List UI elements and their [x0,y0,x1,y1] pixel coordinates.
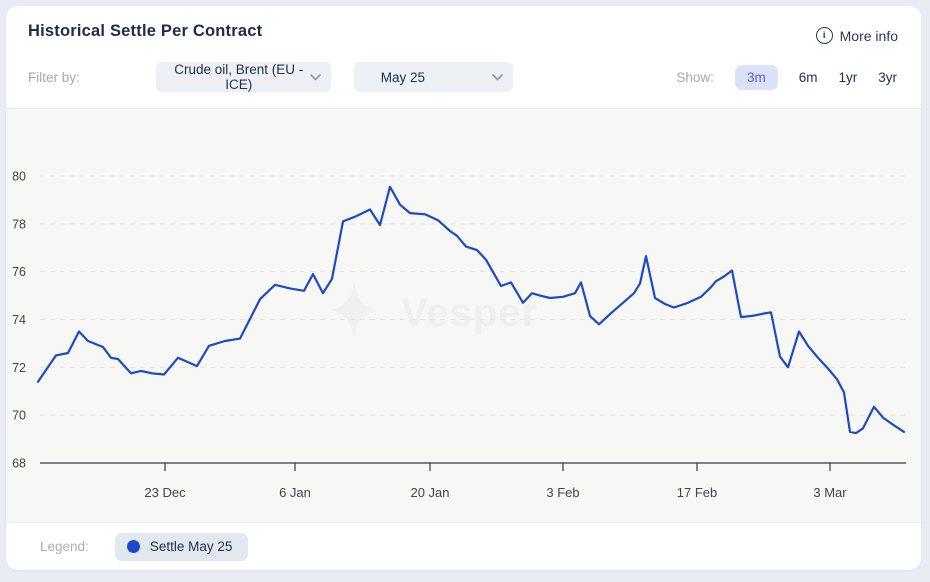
y-axis-label: 72 [12,361,26,375]
legend-label: Legend: [40,539,89,554]
x-axis-label: 3 Feb [546,485,579,500]
range-button-3m[interactable]: 3m [734,64,778,90]
y-axis-label: 76 [12,265,26,279]
x-axis-label: 3 Mar [813,485,847,500]
settle-line-series [36,185,906,435]
settle-line-chart[interactable]: 68 70 72 74 76 78 80 23 Dec 6 Jan 20 Jan 3 Feb 17 F… [6,109,921,524]
more-info-label: More info [839,27,898,44]
filter-row: Filter by: Crude oil, Brent (EU - ICE) M… [28,62,513,92]
x-axis-label: 17 Feb [677,485,717,500]
range-button-6m[interactable]: 6m [798,69,818,85]
y-axis-label: 70 [12,409,26,423]
x-axis-label: 6 Jan [279,485,311,500]
filter-by-label: Filter by: [28,69,80,85]
range-button-3yr[interactable]: 3yr [878,69,897,85]
commodity-select[interactable]: Crude oil, Brent (EU - ICE) [155,62,331,92]
chart-panel: Vesper 68 70 72 74 76 78 80 23 Dec 6 Jan 20 Jan 3 … [6,108,921,523]
contract-select-value: May 25 [380,69,426,85]
range-button-1yr[interactable]: 1yr [838,69,858,85]
historical-settle-card: Historical Settle Per Contract i More in… [6,6,921,570]
y-axis-label: 74 [12,313,26,327]
contract-select[interactable]: May 25 [353,62,513,92]
y-axis-label: 68 [12,457,26,471]
range-selector: Show: 3m 6m 1yr 3yr [676,62,897,92]
show-label: Show: [676,69,714,85]
x-axis-label: 23 Dec [144,485,186,500]
y-axis-label: 80 [12,170,26,184]
legend-item-settle-may-25[interactable]: Settle May 25 [114,532,249,561]
more-info-button[interactable]: i More info [810,26,904,45]
legend-row: Legend: Settle May 25 [6,523,921,570]
chevron-down-icon [309,73,321,81]
legend-color-dot [126,540,140,553]
x-axis-label: 20 Jan [410,485,449,500]
chevron-down-icon [491,73,503,81]
y-axis-label: 78 [12,217,26,231]
info-icon: i [815,27,833,44]
page-title: Historical Settle Per Contract [28,22,263,40]
commodity-select-value: Crude oil, Brent (EU - ICE) [174,62,304,92]
legend-series-label: Settle May 25 [149,539,233,554]
